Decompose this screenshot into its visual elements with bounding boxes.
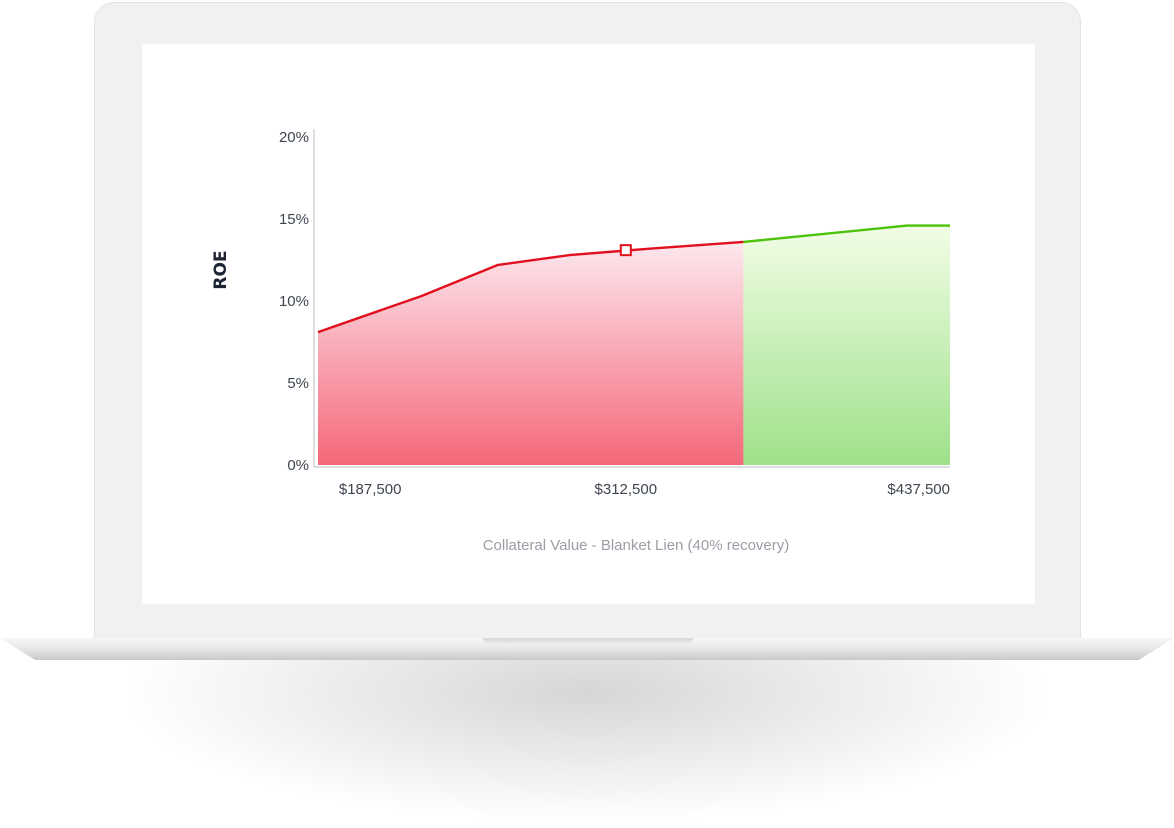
laptop-hinge-notch <box>483 638 693 644</box>
y-tick-label: 15% <box>279 211 309 228</box>
y-tick-label: 0% <box>287 457 309 474</box>
y-tick-label: 10% <box>279 293 309 310</box>
series-line-red <box>317 240 744 334</box>
x-tick-label: $312,500 <box>595 481 658 498</box>
y-tick-label: 20% <box>279 129 309 146</box>
data-point-marker <box>619 244 632 257</box>
series-line-green <box>743 224 950 244</box>
area-fill-red <box>318 241 744 465</box>
y-tick-label: 5% <box>287 375 309 392</box>
x-tick-label: $437,500 <box>887 481 950 498</box>
laptop-base <box>0 638 1174 660</box>
x-axis-title: Collateral Value - Blanket Lien (40% rec… <box>483 537 790 554</box>
laptop-shadow <box>130 650 1044 820</box>
x-tick-label: $187,500 <box>339 481 402 498</box>
y-axis-title: ROE <box>211 250 231 289</box>
area-fill-green <box>743 225 950 465</box>
